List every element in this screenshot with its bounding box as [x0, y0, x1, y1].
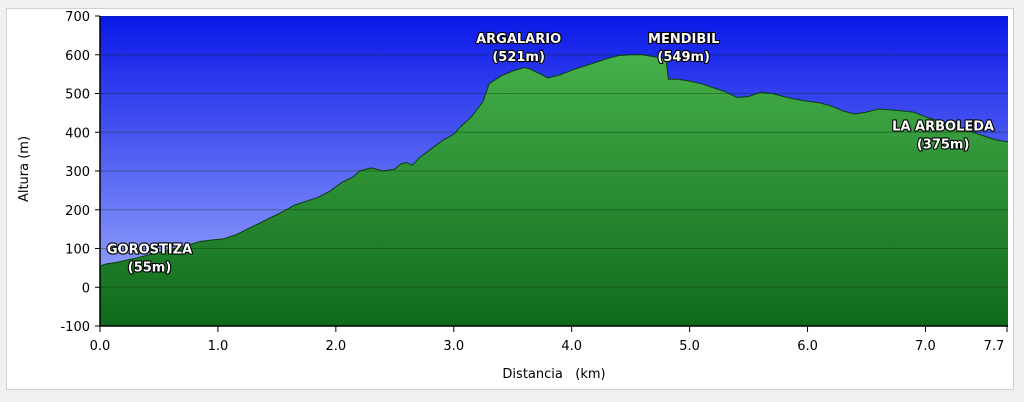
- y-tick-label: 400: [65, 126, 90, 141]
- x-tick-label: 6.0: [797, 339, 818, 354]
- x-tick-label: 7.0: [915, 339, 936, 354]
- x-tick-label: 5.0: [679, 339, 700, 354]
- elevation-line: [100, 54, 1008, 267]
- waypoint-name: LA ARBOLEDA: [892, 119, 994, 134]
- grid-overlay: [100, 16, 1008, 326]
- x-tick-label: 2.0: [326, 339, 347, 354]
- y-tick-label: 200: [65, 204, 90, 219]
- x-tick-label: 0.0: [90, 339, 111, 354]
- waypoint-name: GOROSTIZA: [107, 243, 192, 258]
- x-tick-label: 1.0: [208, 339, 229, 354]
- y-tick-label: 500: [65, 88, 90, 103]
- waypoint-name: MENDIBIL: [648, 32, 719, 47]
- waypoint-annotations: GOROSTIZA (55m) ARGALARIO (521m) MENDIBIL (54…: [106, 31, 995, 277]
- x-tick-label: 7.7: [984, 339, 1005, 354]
- y-tick-label: 600: [65, 49, 90, 64]
- y-tick-label: 300: [65, 165, 90, 180]
- waypoint-elevation: (375m): [917, 137, 970, 152]
- y-tick-label: -100: [60, 320, 90, 335]
- elevation-area: [100, 54, 1008, 326]
- x-axis-title: Distancia (km): [502, 367, 605, 382]
- waypoint-elevation: (521m): [492, 50, 545, 65]
- x-tick-label: 3.0: [443, 339, 464, 354]
- y-tick-label: 0: [82, 281, 90, 296]
- waypoint-name: ARGALARIO: [476, 32, 561, 47]
- y-axis-ticks: -100 0 100 200 300 400 500 600 700: [60, 10, 100, 335]
- x-tick-label: 4.0: [561, 339, 582, 354]
- y-tick-label: 100: [65, 243, 90, 258]
- y-tick-label: 700: [65, 10, 90, 25]
- waypoint-elevation: (549m): [657, 50, 710, 65]
- x-axis-ticks: 0.0 1.0 2.0 3.0 4.0 5.0 6.0 7.0 7.7: [90, 326, 1008, 354]
- y-axis-title: Altura (m): [17, 136, 32, 202]
- waypoint-elevation: (55m): [128, 261, 172, 276]
